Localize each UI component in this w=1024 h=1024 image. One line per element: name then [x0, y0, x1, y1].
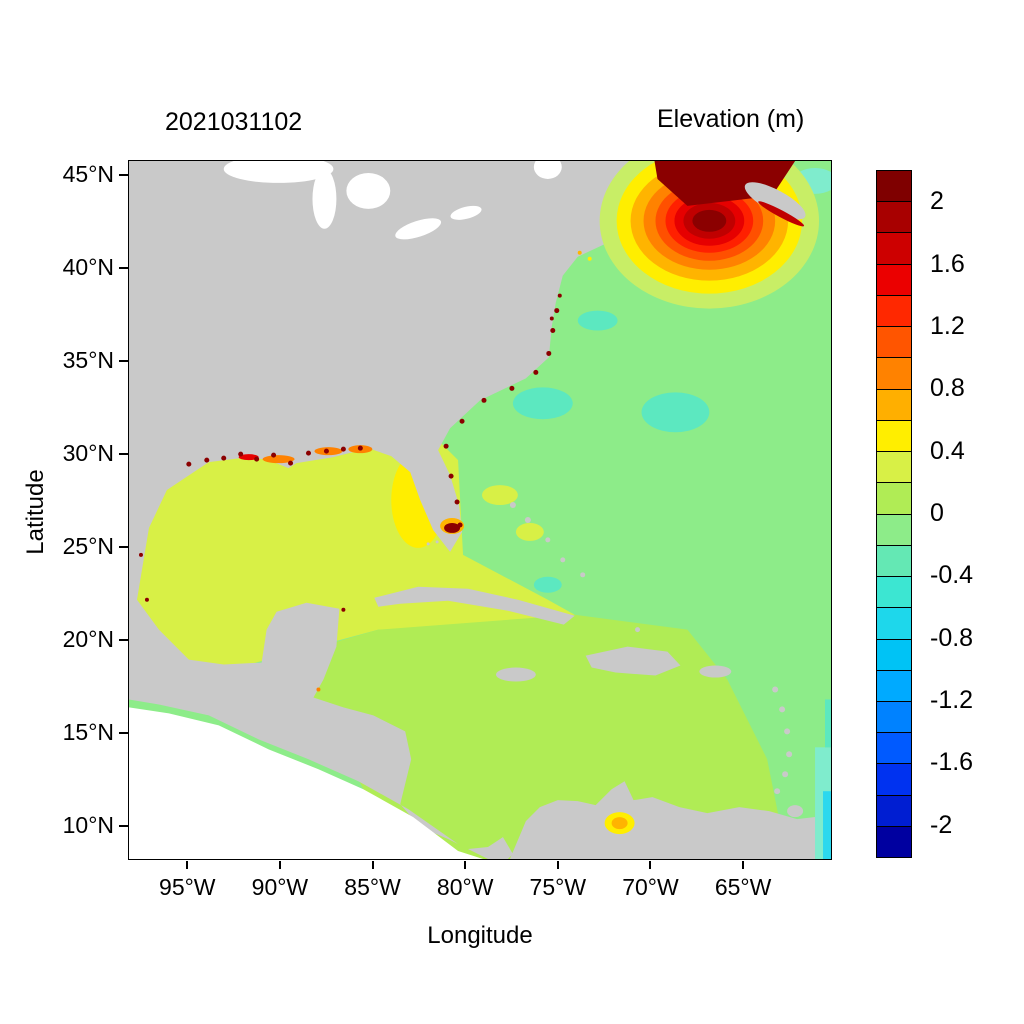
y-tick-mark	[119, 639, 128, 642]
colorbar-segment	[877, 763, 911, 795]
island-trinidad	[787, 805, 804, 818]
venezuela-coast-spot	[604, 812, 635, 835]
atlantic-cool-patches	[512, 167, 831, 593]
x-tick-mark	[186, 861, 189, 869]
colorbar-segment	[877, 357, 911, 389]
y-tick-label: 35°N	[62, 347, 114, 374]
colorbar-segment	[877, 201, 911, 233]
pacific-outside-domain	[129, 707, 483, 859]
colorbar-tick-label: 0.4	[930, 436, 965, 465]
x-tick-mark	[464, 861, 467, 869]
colorbar-segment	[877, 388, 911, 420]
y-tick-label: 15°N	[62, 719, 114, 746]
colorbar-segment	[877, 700, 911, 733]
colorbar-segment	[877, 669, 911, 701]
colorbar-segment	[877, 794, 911, 826]
island-puerto-rico	[699, 665, 732, 678]
x-tick-mark	[371, 861, 374, 869]
florida-bay-hotspot	[426, 517, 465, 546]
colorbar-tick-label: -2	[930, 810, 953, 839]
x-axis-label: Longitude	[427, 922, 533, 949]
colorbar-segment	[877, 544, 911, 577]
run-timestamp-title: 2021031102	[165, 108, 303, 136]
y-tick-mark	[119, 266, 128, 269]
colorbar-segment	[877, 825, 911, 858]
x-tick-mark	[649, 861, 652, 869]
colorbar-segment	[877, 607, 911, 639]
colorbar-segment	[877, 732, 911, 764]
y-tick-mark	[119, 453, 128, 456]
land-nova-scotia	[744, 182, 806, 227]
plot-area	[128, 160, 832, 860]
colorbar-segment	[877, 232, 911, 264]
y-tick-label: 40°N	[62, 253, 114, 280]
colorbar-tick-label: -0.8	[930, 623, 974, 652]
x-tick-label: 80°W	[436, 874, 494, 900]
land-north-america	[129, 161, 663, 859]
y-tick-mark	[119, 546, 128, 549]
map-svg	[129, 161, 831, 859]
x-tick-label: 65°W	[714, 874, 772, 900]
colorbar-tick-label: 0	[930, 499, 944, 527]
island-jamaica	[495, 667, 536, 682]
colorbar-tick-label: 0.8	[930, 374, 965, 403]
y-tick-label: 30°N	[62, 440, 114, 467]
colorbar-segment	[877, 263, 911, 295]
x-tick-mark	[278, 861, 281, 869]
colorbar-segment	[877, 419, 911, 452]
caribbean-islands	[374, 502, 804, 818]
colorbar-tick-label: -1.6	[930, 748, 974, 777]
east-coast-surge-speckles	[443, 250, 592, 528]
colorbar-segment	[877, 171, 911, 202]
x-tick-mark	[742, 861, 745, 869]
gulf-coast-surge-speckles	[138, 445, 373, 692]
y-tick-label: 20°N	[62, 626, 114, 653]
y-tick-mark	[119, 825, 128, 828]
colorbar	[876, 170, 912, 858]
x-tick-label: 70°W	[622, 874, 679, 900]
x-tick-label: 85°W	[344, 874, 401, 900]
x-tick-label: 90°W	[251, 874, 309, 900]
colorbar-segment	[877, 576, 911, 608]
x-tick-label: 95°W	[159, 874, 216, 900]
colorbar-tick-label: -1.2	[930, 686, 974, 715]
ocean-gulf-of-mexico	[129, 430, 575, 665]
colorbar-tick-label: 2	[930, 187, 944, 216]
y-tick-label: 10°N	[62, 812, 114, 839]
y-tick-label: 45°N	[62, 160, 114, 187]
y-tick-mark	[119, 173, 128, 176]
colorbar-tick-label: 1.2	[930, 311, 965, 340]
y-tick-mark	[119, 360, 128, 363]
southeast-edge-cool-strip	[815, 699, 831, 859]
colorbar-segment	[877, 451, 911, 483]
bahamas-banks-patches	[481, 485, 544, 541]
y-tick-label: 25°N	[62, 533, 114, 560]
x-tick-label: 75°W	[529, 874, 587, 900]
great-lakes	[223, 161, 562, 240]
colorbar-tick-label: 1.6	[930, 249, 965, 278]
colorbar-segment	[877, 294, 911, 327]
island-cuba	[374, 586, 575, 625]
colorbar-tick-label: -0.4	[930, 561, 974, 590]
x-tick-mark	[556, 861, 559, 869]
colorbar-title: Elevation (m)	[657, 105, 805, 133]
colorbar-segment	[877, 638, 911, 670]
y-tick-mark	[119, 732, 128, 735]
land-south-america	[509, 781, 831, 859]
colorbar-segment	[877, 513, 911, 545]
island-hispaniola	[585, 646, 681, 676]
colorbar-segment	[877, 482, 911, 514]
colorbar-segment	[877, 326, 911, 358]
